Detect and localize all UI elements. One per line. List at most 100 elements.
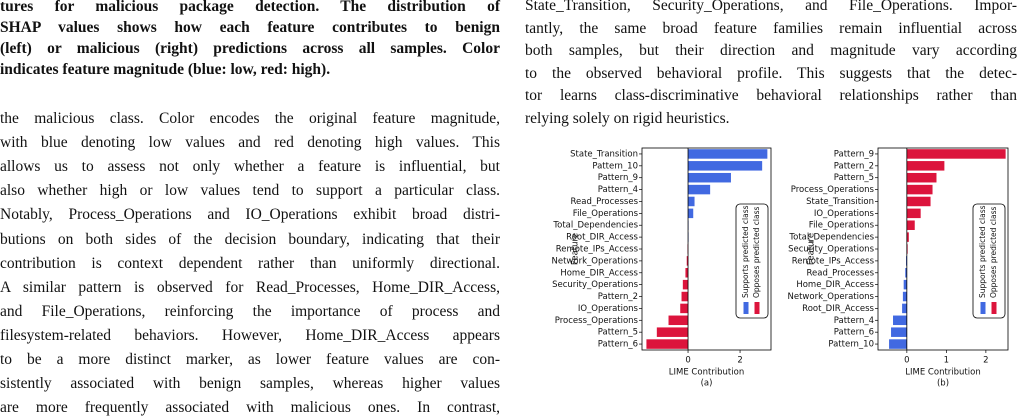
legend: Supports predicted class Opposes predicte… — [735, 203, 769, 319]
y-tick-label: Network_Operations — [788, 292, 875, 302]
y-tick-label: File_Operations — [573, 209, 639, 219]
y-tick-label: Security_Operations — [788, 245, 874, 255]
y-tick-label: State_Transition — [570, 149, 638, 159]
bar — [688, 196, 695, 207]
y-tick-label: Home_DIR_Access — [796, 280, 874, 290]
y-axis-label: Feature — [807, 233, 817, 265]
y-tick-label: Pattern_5 — [834, 173, 874, 183]
paragraph-line: sistently associated with benign samples… — [0, 375, 500, 393]
y-tick-label: Security_Operations — [552, 280, 638, 290]
x-axis-label: LIME Contribution — [905, 368, 980, 378]
paragraph-line: contribution is context dependent rather… — [0, 254, 500, 272]
bar — [889, 339, 907, 349]
legend-label: Supports predicted class — [978, 205, 987, 298]
y-tick-label: Remote_IPs_Access — [556, 245, 639, 255]
x-tick-label: 1 — [944, 356, 949, 366]
bar — [688, 208, 694, 219]
y-tick-label: Pattern_4 — [598, 185, 638, 195]
bar — [905, 268, 907, 278]
paragraph-line: the malicious class. Color encodes the o… — [0, 110, 500, 127]
figure-caption: (b) — [937, 379, 949, 389]
bar — [682, 279, 689, 290]
bar — [893, 315, 907, 326]
bar — [688, 172, 731, 183]
x-tick-label: 0 — [685, 356, 690, 366]
legend-label: Supports predicted class — [741, 205, 750, 298]
caption-line: SHAP values shows how each feature contr… — [0, 19, 500, 36]
bar — [688, 161, 763, 171]
paragraph-line: and File_Operations, reinforcing the imp… — [0, 302, 500, 320]
bar — [681, 291, 689, 302]
legend-frame — [735, 203, 769, 319]
paragraph-line: are more frequently associated with mali… — [0, 399, 500, 417]
bar — [903, 279, 907, 290]
legend-frame — [972, 203, 1006, 319]
caption-line: indicates feature magnitude (blue: low, … — [0, 61, 331, 78]
bar — [906, 196, 931, 207]
y-tick-label: Process_Operations — [791, 185, 875, 195]
legend-swatch — [754, 302, 760, 314]
bar — [686, 256, 689, 266]
bar — [680, 303, 689, 314]
y-tick-label: Root_DIR_Access — [566, 233, 638, 243]
y-tick-label: IO_Operations — [578, 304, 639, 314]
y-tick-label: Pattern_6 — [598, 340, 638, 350]
bar — [906, 220, 915, 230]
caption-line: (left) or malicious (right) predictions … — [0, 40, 500, 57]
legend-swatch — [991, 302, 997, 314]
y-tick-label: Pattern_2 — [598, 292, 638, 302]
x-tick-label: 2 — [737, 356, 742, 366]
bar — [646, 339, 689, 349]
paragraph-line: tantly, the same broad feature families … — [525, 19, 1017, 37]
bar — [906, 208, 921, 219]
legend-swatch — [980, 302, 986, 314]
y-tick-label: Network_Operations — [552, 256, 639, 266]
bar — [906, 232, 909, 242]
paragraph-line: butions on both sides of the decision bo… — [0, 230, 500, 248]
paragraph-line: A similar pattern is observed for Read_P… — [0, 278, 500, 296]
paragraph-line: to the observed behavioral profile. This… — [525, 64, 1017, 82]
x-tick-label: 2 — [983, 356, 988, 366]
paragraph-line: with blue denoting low values and red de… — [0, 134, 500, 152]
y-tick-label: Pattern_6 — [834, 328, 874, 338]
bar — [906, 172, 937, 183]
bar — [685, 268, 689, 278]
bar — [688, 184, 711, 195]
y-tick-label: Read_Processes — [570, 197, 638, 207]
bar — [891, 327, 907, 337]
axes-frame — [877, 147, 1009, 351]
y-tick-label: Pattern_9 — [598, 173, 638, 183]
y-tick-label: Pattern_2 — [834, 161, 874, 171]
legend: Supports predicted class Opposes predicte… — [972, 203, 1006, 319]
x-axis-label: LIME Contribution — [669, 368, 744, 378]
y-tick-label: Home_DIR_Access — [560, 268, 638, 278]
bar — [902, 291, 907, 302]
paragraph-line: State_Transition, Security_Operations, a… — [525, 0, 1017, 14]
paragraph-line: allows us to assess not only whether a f… — [0, 158, 500, 176]
y-tick-label: Remote_IPs_Access — [792, 256, 875, 266]
paragraph-line: tor learns class-discriminative behavior… — [525, 87, 1017, 104]
legend-label: Opposes predicted class — [989, 207, 998, 298]
x-tick-label: 0 — [904, 356, 909, 366]
axes-frame — [641, 147, 772, 351]
y-tick-label: Total_Dependencies — [788, 233, 874, 243]
paragraph-line: filesystem-related behaviors. However, H… — [0, 326, 500, 344]
bar — [656, 327, 689, 337]
legend-label: Opposes predicted class — [752, 207, 761, 298]
legend-swatch — [743, 302, 749, 314]
bar — [902, 303, 907, 314]
paragraph-line: also whether high or low values tend to … — [0, 182, 500, 200]
bar — [688, 149, 768, 159]
paragraph-line: to be a more distinct marker, as lower f… — [0, 351, 500, 368]
y-tick-label: IO_Operations — [814, 209, 875, 219]
paragraph-line: relying solely on rigid heuristics. — [525, 109, 730, 127]
y-tick-label: File_Operations — [809, 221, 875, 231]
y-tick-label: Pattern_5 — [598, 328, 638, 338]
y-tick-label: Pattern_4 — [834, 316, 874, 326]
y-tick-label: Pattern_10 — [592, 161, 638, 171]
y-tick-label: State_Transition — [806, 197, 874, 207]
paragraph-line: both samples, but their direction and ma… — [525, 42, 1017, 59]
y-tick-label: Read_Processes — [806, 268, 874, 278]
